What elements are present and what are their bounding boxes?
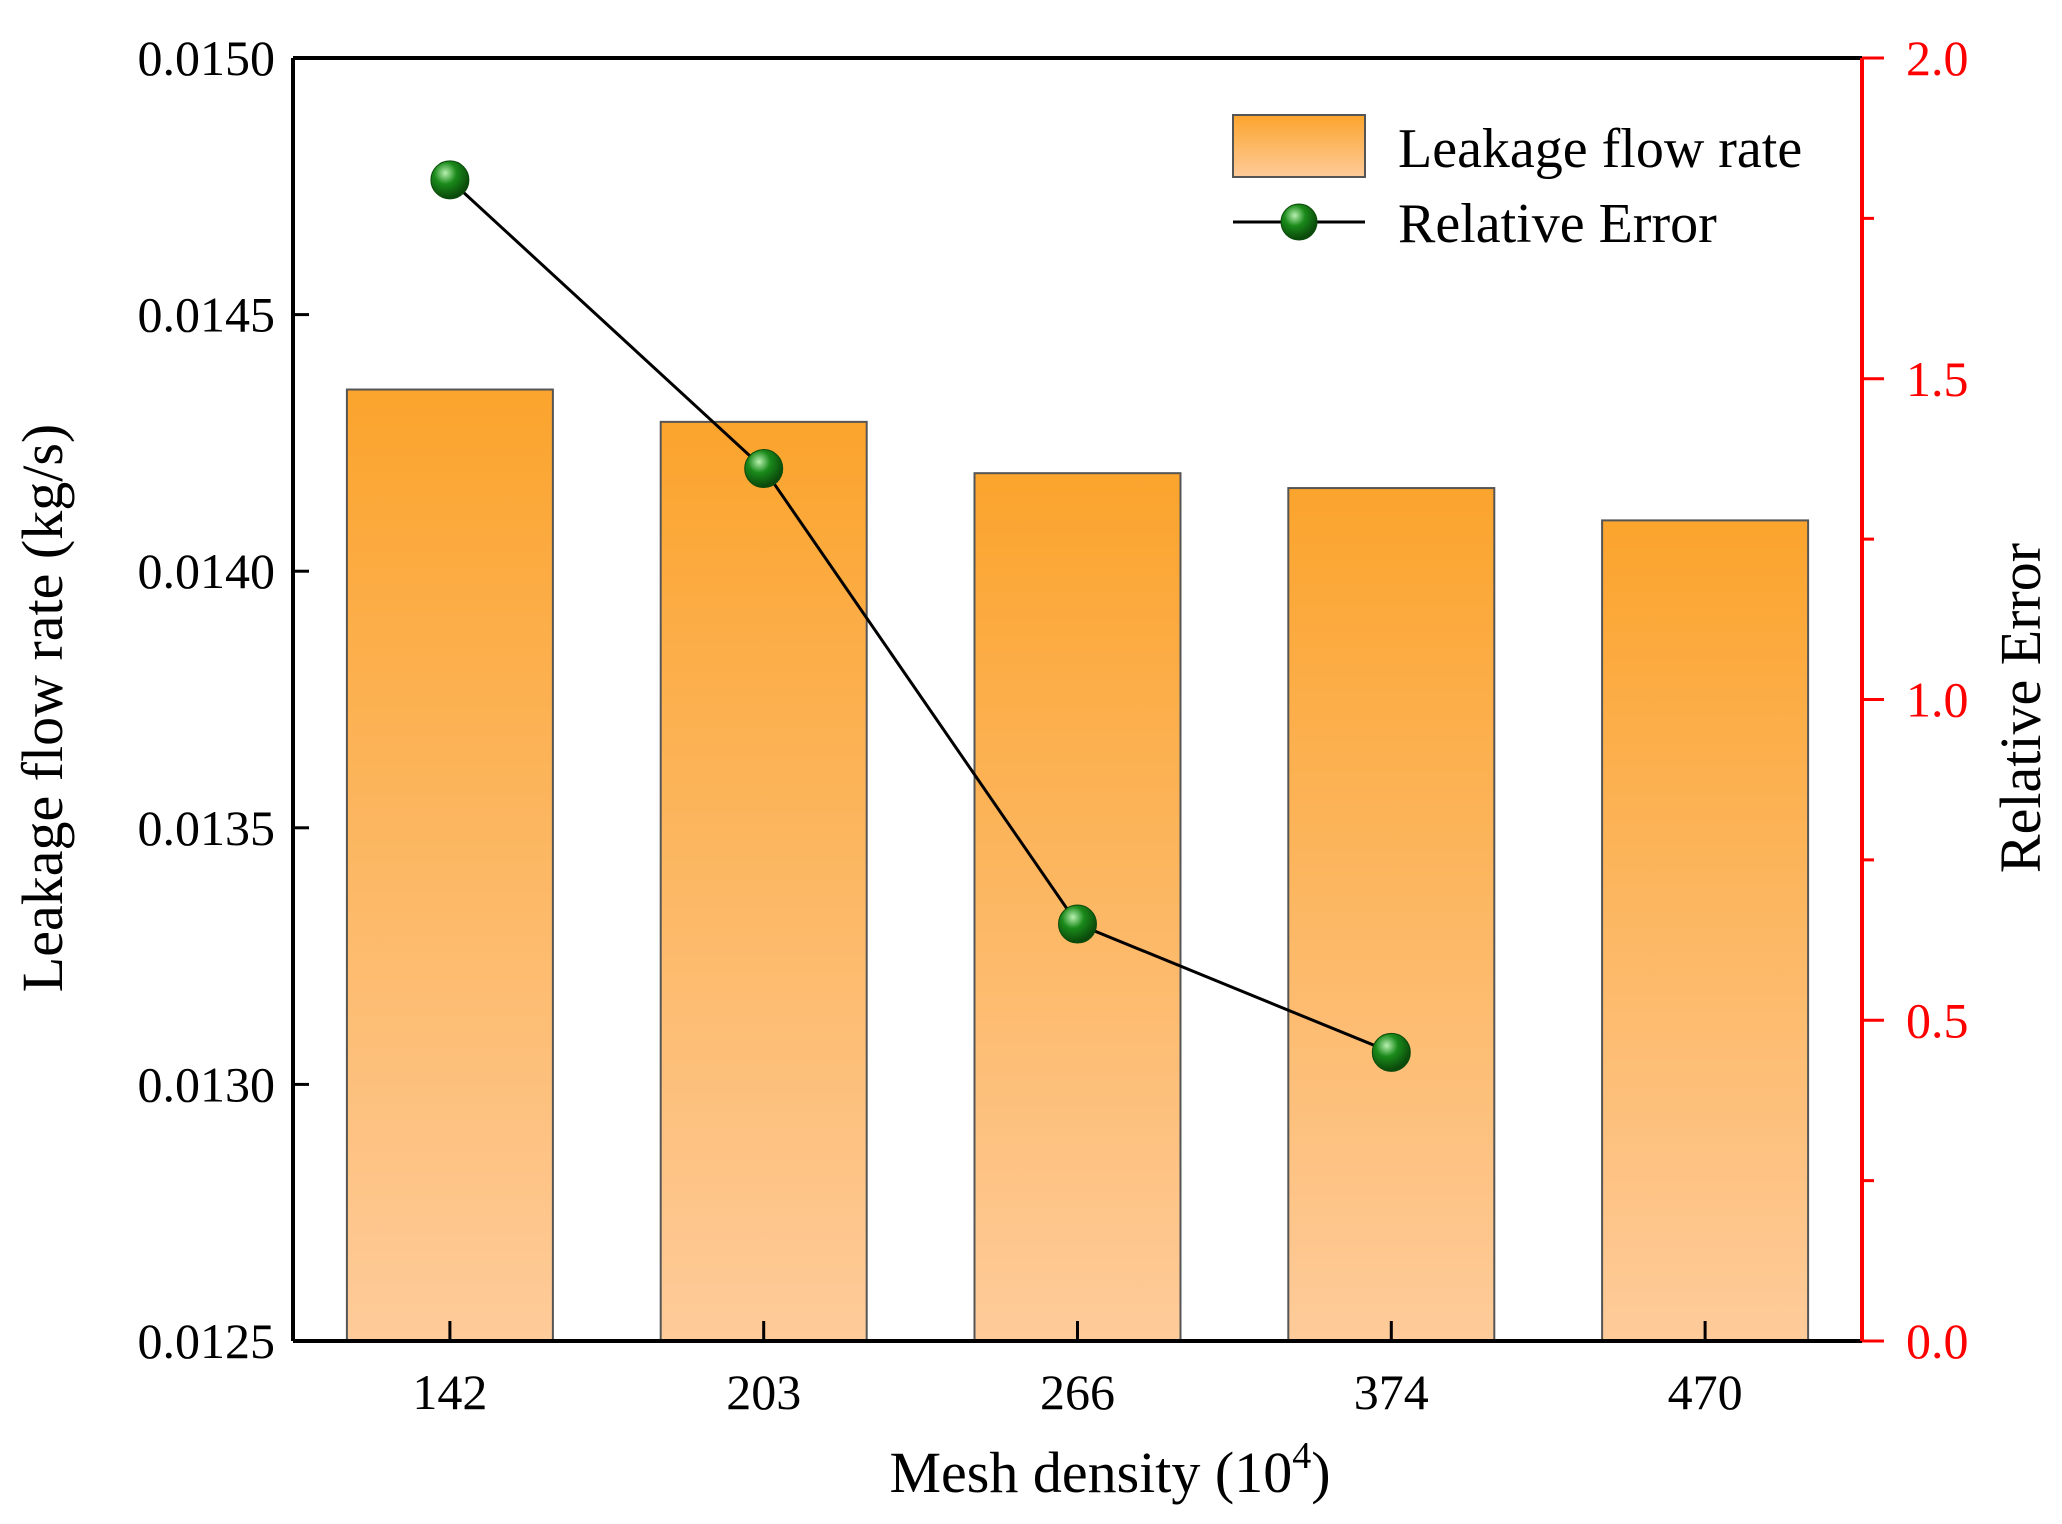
left-tick-label: 0.0135: [138, 800, 276, 856]
x-tick-label: 203: [726, 1364, 801, 1420]
left-axis-ticks: 0.0125 0.0130 0.0135 0.0140 0.0145 0.0150: [138, 30, 309, 1369]
relative-error-line: [448, 178, 1392, 1054]
relative-error-series: [430, 160, 1411, 1072]
x-axis-title-exponent: 4: [1292, 1435, 1311, 1477]
left-tick-label: 0.0140: [138, 543, 276, 599]
bar-group: [345, 388, 1810, 1343]
y-axis-right-title: Relative Error: [1988, 543, 2053, 873]
left-tick-label: 0.0145: [138, 287, 276, 343]
x-tick-label: 266: [1040, 1364, 1115, 1420]
bar-470: [1601, 519, 1810, 1342]
left-tick-label: 0.0125: [138, 1313, 276, 1369]
relative-error-marker-142: [430, 160, 470, 200]
x-tick-label: 142: [412, 1364, 487, 1420]
right-tick-label: 0.5: [1906, 992, 1969, 1048]
right-tick-label: 2.0: [1906, 30, 1969, 86]
x-axis-title-main: Mesh density (10: [889, 1440, 1292, 1505]
right-tick-label: 1.0: [1906, 672, 1969, 728]
right-tick-label: 1.5: [1906, 351, 1969, 407]
bar-142: [345, 388, 554, 1342]
y-axis-left-title: Leakage flow rate (kg/s): [10, 424, 75, 992]
right-axis-ticks: 0.0 0.5 1.0 1.5 2.0: [1862, 30, 1969, 1369]
left-tick-label: 0.0150: [138, 30, 276, 86]
legend: Leakage flow rate Relative Error: [1232, 114, 1802, 255]
x-tick-label: 374: [1354, 1364, 1429, 1420]
bar-203: [659, 420, 868, 1342]
legend-label-bar: Leakage flow rate: [1398, 118, 1802, 180]
x-tick-label: 470: [1668, 1364, 1743, 1420]
relative-error-marker-203: [744, 449, 784, 489]
x-axis-ticks: 142 203 266 374 470: [412, 1321, 1743, 1420]
bar-374: [1287, 487, 1496, 1343]
legend-label-line: Relative Error: [1398, 193, 1717, 255]
left-tick-label: 0.0130: [138, 1056, 276, 1112]
relative-error-marker-374: [1371, 1032, 1411, 1072]
x-axis-title: Mesh density (104): [889, 1435, 1330, 1505]
legend-swatch-marker: [1280, 203, 1318, 241]
x-axis-title-close: ): [1311, 1440, 1330, 1505]
right-tick-label: 0.0: [1906, 1313, 1969, 1369]
relative-error-marker-266: [1058, 904, 1097, 944]
legend-swatch-bar: [1232, 114, 1366, 178]
